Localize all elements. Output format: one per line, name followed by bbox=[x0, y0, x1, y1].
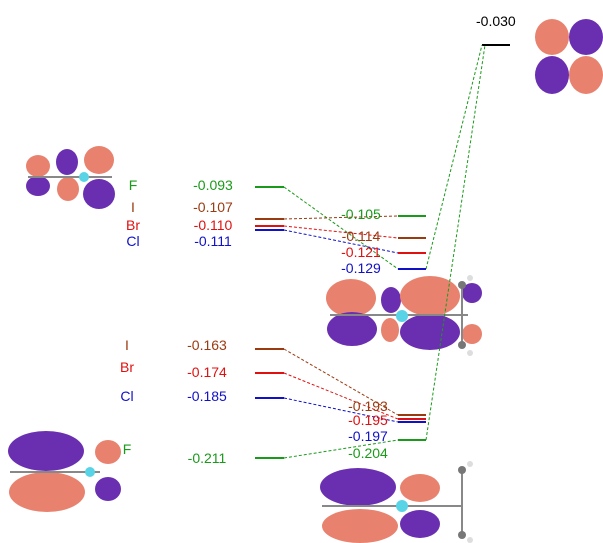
ul-energy-label-f: -0.093 bbox=[193, 177, 233, 193]
connector-i bbox=[283, 348, 399, 416]
ur-energy-label-f: -0.105 bbox=[341, 206, 381, 222]
connector-br bbox=[283, 225, 399, 239]
lr-energy-label-f: -0.204 bbox=[348, 445, 388, 461]
p-orbital-top-right bbox=[535, 19, 603, 94]
reference-energy-label: -0.030 bbox=[476, 13, 516, 29]
lower-right-orbital bbox=[320, 461, 473, 543]
ll-energy-label-br: -0.174 bbox=[187, 364, 227, 380]
ll-energy-label-i: -0.163 bbox=[187, 337, 227, 353]
ul-halogen-label-f: F bbox=[129, 177, 138, 193]
ll-halogen-label-i: I bbox=[125, 337, 129, 353]
ul-energy-label-cl: -0.111 bbox=[194, 233, 232, 249]
ul-energy-label-i: -0.107 bbox=[193, 199, 233, 215]
ul-energy-label-br: -0.110 bbox=[194, 217, 233, 233]
ll-energy-label-f: -0.211 bbox=[188, 450, 227, 466]
ur-energy-label-cl: -0.129 bbox=[341, 260, 381, 276]
ul-halogen-label-cl: Cl bbox=[126, 233, 139, 249]
connector-cl bbox=[283, 229, 399, 254]
ll-energy-label-cl: -0.185 bbox=[187, 388, 227, 404]
connector-cl bbox=[283, 397, 399, 423]
ll-halogen-label-f: F bbox=[123, 441, 132, 457]
reference-level: -0.030 bbox=[476, 13, 516, 46]
connector-f bbox=[283, 439, 399, 459]
lower-left-orbital bbox=[8, 431, 121, 512]
ur-energy-label-i: -0.114 bbox=[342, 228, 381, 244]
ur-energy-label-br: -0.121 bbox=[341, 244, 381, 260]
connector-ref-upper bbox=[425, 44, 483, 270]
lr-energy-label-i: -0.193 bbox=[348, 398, 388, 414]
ul-halogen-label-i: I bbox=[131, 199, 135, 215]
connector-ref-lower bbox=[425, 44, 486, 441]
levels-group: F -0.093 I -0.107 Br -0.110 Cl -0.111 -0.105 -0.1… bbox=[120, 44, 486, 466]
ul-halogen-label-br: Br bbox=[126, 217, 140, 233]
lr-energy-label-cl: -0.197 bbox=[348, 428, 388, 444]
ll-halogen-label-cl: Cl bbox=[120, 388, 133, 404]
ll-halogen-label-br: Br bbox=[120, 359, 134, 375]
connector-br bbox=[283, 372, 399, 420]
upper-right-orbital bbox=[326, 275, 482, 356]
connector-i bbox=[283, 215, 399, 220]
upper-left-orbital bbox=[26, 146, 115, 209]
connector-f bbox=[283, 186, 399, 270]
lr-energy-label-br: -0.195 bbox=[348, 412, 388, 428]
